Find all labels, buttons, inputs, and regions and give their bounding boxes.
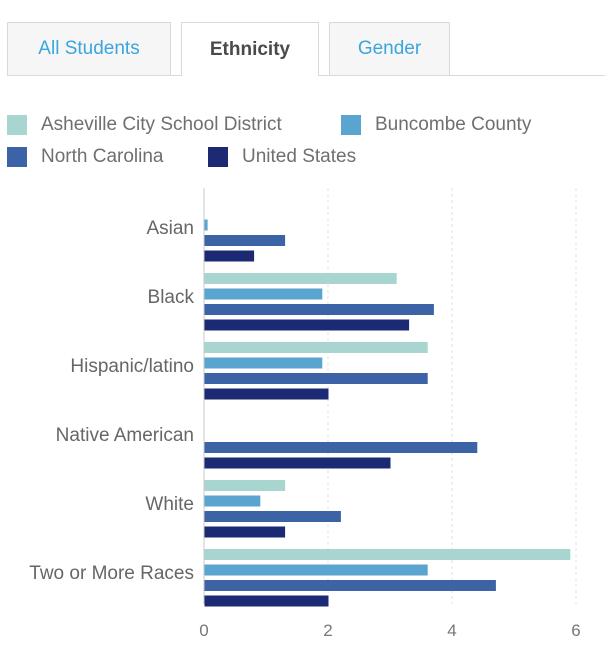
legend-item-asheville[interactable]: Asheville City School District (7, 110, 282, 140)
legend-swatch (7, 147, 27, 167)
tab-gender[interactable]: Gender (329, 22, 450, 75)
category-label: Native American (56, 425, 194, 446)
legend-swatch (208, 147, 228, 167)
bar[interactable] (204, 457, 391, 469)
category-label: Asian (146, 218, 194, 239)
legend-label: North Carolina (41, 146, 164, 167)
bar[interactable] (204, 480, 286, 491)
bar[interactable] (204, 304, 434, 315)
bar[interactable] (204, 564, 428, 576)
bar[interactable] (204, 495, 261, 507)
bar[interactable] (204, 342, 428, 353)
x-tick-label: 0 (199, 621, 208, 640)
chart-legend: Asheville City School District Buncombe … (0, 108, 612, 178)
category-label: Two or More Races (29, 563, 194, 584)
legend-swatch (7, 115, 27, 135)
bar[interactable] (204, 388, 329, 400)
category-label: White (145, 494, 194, 515)
x-tick-label: 6 (571, 621, 580, 640)
bar[interactable] (204, 442, 478, 453)
bar[interactable] (204, 319, 410, 331)
bar[interactable] (204, 250, 255, 262)
x-tick-label: 4 (447, 621, 456, 640)
bar[interactable] (204, 580, 496, 591)
category-label: Black (148, 287, 195, 308)
tab-bar: All Students Ethnicity Gender (7, 22, 605, 76)
legend-item-united-states[interactable]: United States (208, 142, 356, 172)
legend-label: Asheville City School District (41, 114, 282, 135)
bar[interactable] (204, 357, 323, 369)
legend-item-buncombe[interactable]: Buncombe County (341, 110, 531, 140)
legend-item-north-carolina[interactable]: North Carolina (7, 142, 164, 172)
legend-label: United States (242, 146, 357, 167)
category-label: Hispanic/latino (70, 356, 194, 377)
tab-ethnicity[interactable]: Ethnicity (181, 22, 319, 76)
bar[interactable] (204, 549, 571, 560)
tab-all-students[interactable]: All Students (7, 22, 171, 75)
bar[interactable] (204, 511, 341, 522)
bar[interactable] (204, 373, 428, 384)
legend-swatch (341, 115, 361, 135)
bar-chart: 0 2 4 6 Asian Black Hispanic/latino Native Amer… (29, 188, 581, 640)
bar[interactable] (204, 219, 208, 231)
bar[interactable] (204, 273, 397, 284)
bar[interactable] (204, 595, 329, 607)
x-tick-label: 2 (323, 621, 332, 640)
bar[interactable] (204, 526, 286, 538)
bar[interactable] (204, 235, 286, 246)
legend-label: Buncombe County (375, 114, 532, 135)
bar[interactable] (204, 288, 323, 300)
